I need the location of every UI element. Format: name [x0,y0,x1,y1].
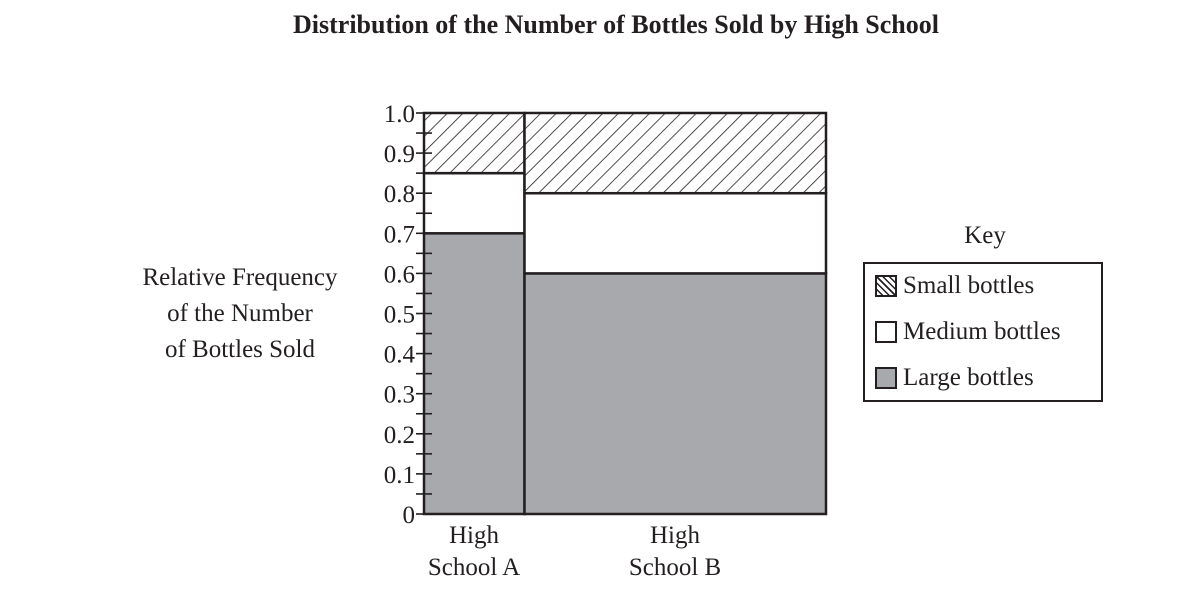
legend: Small bottles Medium bottles Large bottl… [863,262,1103,402]
y-tick-label: 0.1 [384,462,415,489]
y-axis: 0 0.1 0.2 0.3 0.4 0.5 0.6 0.7 0.8 0.9 1.0 [384,101,432,529]
y-axis-label: Relative Frequency of the Number of Bott… [110,260,370,368]
chart-title: Distribution of the Number of Bottles So… [293,10,939,39]
white-swatch-icon [875,321,897,343]
segment-small-bottles [422,111,526,175]
y-tick-label: 0.8 [384,181,415,208]
x-category-label-a: High School A [427,522,521,581]
segment-small-bottles [523,111,828,195]
y-tick-label: 1.0 [384,101,415,128]
y-axis-label-line1: Relative Frequency [142,264,338,291]
legend-title: Key [964,222,1006,249]
y-tick-label: 0.6 [384,261,415,288]
x-category-label-b: High School B [628,522,722,581]
gray-swatch-icon [875,367,897,389]
y-tick-label: 0 [403,502,416,529]
hatched-swatch-icon [875,275,897,297]
y-tick-label: 0.7 [384,221,415,248]
y-tick-label: 0.5 [384,302,415,329]
segment-medium-bottles [422,171,526,235]
y-tick-label: 0.3 [384,382,415,409]
segment-large-bottles [422,232,526,516]
legend-item-medium: Medium bottles [875,318,1061,346]
segment-large-bottles [523,272,828,516]
legend-item-large: Large bottles [875,364,1034,392]
y-axis-label-line3: of Bottles Sold [164,336,315,363]
y-tick-label: 0.2 [384,422,415,449]
bars-group [422,111,828,516]
y-tick-label: 0.4 [384,342,416,369]
segment-medium-bottles [523,191,828,275]
y-tick-label: 0.9 [384,141,415,168]
y-axis-label-line2: of the Number [167,300,313,327]
legend-item-small: Small bottles [875,272,1034,300]
